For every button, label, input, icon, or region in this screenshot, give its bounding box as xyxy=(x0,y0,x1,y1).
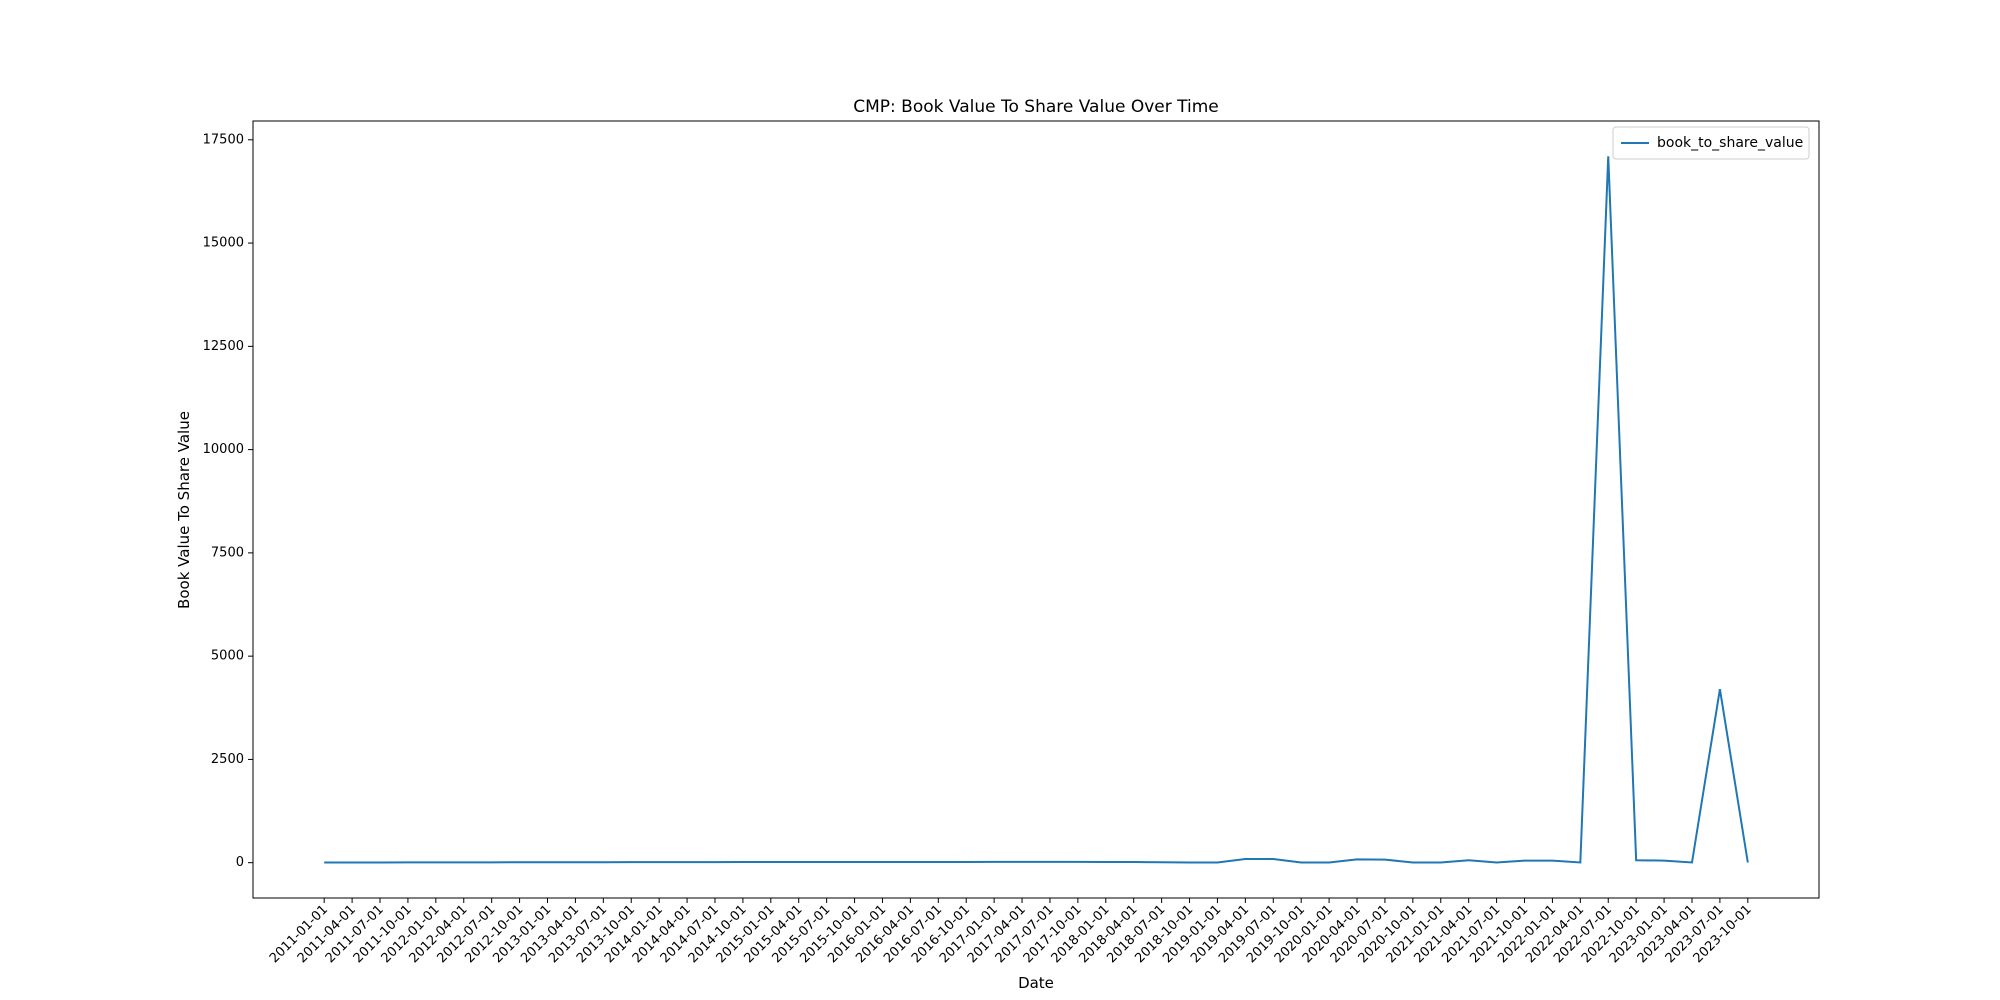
legend-box xyxy=(1612,126,1810,160)
plot-frame xyxy=(252,120,1820,899)
y-axis-label: Book Value To Share Value xyxy=(175,411,193,609)
legend-label: book_to_share_value xyxy=(1657,135,1803,151)
x-axis-label: Date xyxy=(1018,974,1054,992)
y-tick-label: 10000 xyxy=(203,442,244,457)
y-tick-label: 17500 xyxy=(203,132,244,147)
y-tick-label: 15000 xyxy=(203,236,244,251)
y-tick-label: 0 xyxy=(236,855,244,870)
y-tick-label: 2500 xyxy=(211,752,244,767)
y-tick-label: 12500 xyxy=(203,339,244,354)
y-tick-label: 7500 xyxy=(211,545,244,560)
data-line xyxy=(324,156,1749,864)
chart-title: CMP: Book Value To Share Value Over Time xyxy=(853,97,1218,117)
y-tick-label: 5000 xyxy=(211,649,244,664)
